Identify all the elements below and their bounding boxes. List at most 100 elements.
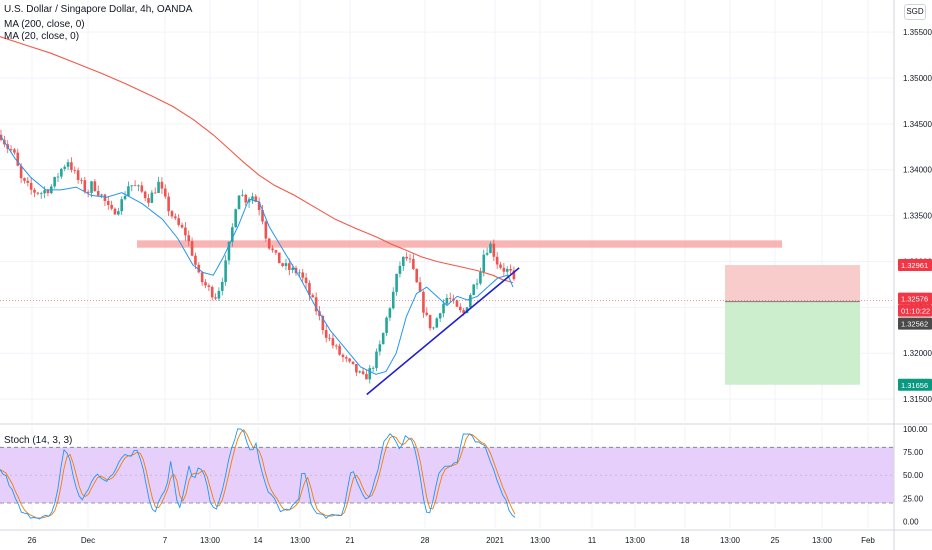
candle-body [150, 192, 154, 203]
candle-body [338, 345, 341, 355]
y-tick-label: 1.34500 [903, 120, 932, 129]
x-tick-label: 21 [346, 536, 355, 545]
candle-body [210, 286, 214, 298]
candle-body [405, 256, 408, 259]
candle-body [13, 149, 16, 153]
stoch-legend[interactable]: Stoch (14, 3, 3) [4, 435, 73, 446]
candle-body [438, 313, 442, 319]
candle-body [43, 190, 46, 194]
candle-body [371, 367, 375, 369]
candle-body [495, 256, 499, 265]
candle-body [103, 194, 107, 202]
candle-body [381, 332, 385, 345]
candle-body [408, 258, 412, 260]
candle-body [143, 191, 147, 199]
symbol-legend[interactable]: U.S. Dollar / Singapore Dollar, 4h, OAND… [4, 4, 193, 15]
candle-body [378, 344, 382, 352]
candle-body [274, 250, 278, 253]
x-tick-label: 14 [254, 536, 263, 545]
candle-body [365, 374, 368, 380]
candle-body [361, 371, 365, 375]
price-label-box [898, 304, 932, 317]
price-label-stop: 1.32961 [901, 261, 928, 270]
candle-body [127, 186, 130, 196]
ma20-legend[interactable]: MA (20, close, 0) [4, 31, 80, 42]
candle-body [241, 194, 244, 196]
candle-body [63, 166, 66, 169]
candle-body [207, 285, 211, 287]
x-tick-label: 13:00 [290, 536, 311, 545]
candle-body [177, 218, 180, 225]
candle-body [76, 170, 80, 180]
candle-body [432, 327, 435, 329]
candle-body [167, 196, 170, 212]
drawings-background [0, 240, 894, 504]
candle-body [489, 243, 492, 254]
x-tick-label: 13:00 [812, 536, 833, 545]
price-label-box [898, 378, 932, 391]
candle-body [153, 192, 157, 194]
candle-body [184, 227, 187, 236]
candle-body [341, 354, 345, 358]
candle-body [120, 199, 123, 212]
x-tick-label: 11 [588, 536, 597, 545]
candle-body [442, 303, 445, 314]
candle-body [26, 180, 30, 183]
candle-body [331, 338, 335, 346]
candle-body [33, 189, 36, 193]
trendline[interactable] [366, 267, 520, 396]
y-tick-label: 1.35000 [903, 74, 932, 83]
currency-button[interactable]: SGD [904, 4, 926, 20]
candle-body [455, 300, 459, 307]
candle-body [39, 193, 43, 195]
x-tick-label: 7 [163, 536, 168, 545]
candle-body [174, 216, 177, 219]
candle-body [418, 282, 422, 292]
stoch-tick-label: 0.00 [903, 518, 919, 527]
candle-body [60, 168, 63, 177]
candle-body [435, 318, 439, 328]
candle-body [231, 227, 234, 242]
candle-body [90, 181, 93, 193]
candle-body [66, 162, 70, 167]
candle-body [512, 270, 516, 280]
stop-zone[interactable] [725, 265, 860, 302]
candle-body [308, 283, 311, 296]
candle-body [314, 297, 318, 312]
candle-body [304, 277, 308, 284]
y-tick-label: 1.35500 [903, 28, 932, 37]
ma200-line [0, 36, 514, 284]
candle-body [140, 185, 144, 192]
candle-body [472, 284, 476, 296]
candle-body [475, 283, 479, 285]
price-label-target: 1.31656 [901, 381, 928, 390]
candle-body [204, 282, 207, 286]
candle-body [56, 176, 60, 178]
candle-body [220, 281, 224, 291]
candle-body [137, 185, 140, 187]
support-zone[interactable] [137, 240, 782, 248]
candle-body [237, 195, 241, 210]
candle-body [334, 345, 338, 347]
candle-body [261, 210, 264, 222]
candle-body [298, 272, 301, 274]
candle-body [271, 248, 274, 251]
candle-body [284, 263, 288, 266]
candle-body [324, 330, 328, 338]
target-zone[interactable] [725, 301, 860, 385]
price-label-entry: 1.32562 [901, 320, 928, 329]
candle-body [217, 290, 221, 299]
candle-body [311, 295, 315, 298]
candle-body [499, 264, 502, 268]
candle-body [187, 235, 191, 242]
candle-body [194, 255, 197, 265]
x-tick-label: Dec [81, 536, 95, 545]
ma200-legend[interactable]: MA (200, close, 0) [4, 19, 85, 30]
stoch-k-line [0, 428, 516, 520]
candle-body [448, 297, 452, 299]
candle-body [398, 265, 402, 274]
x-tick-label: 13:00 [200, 536, 221, 545]
